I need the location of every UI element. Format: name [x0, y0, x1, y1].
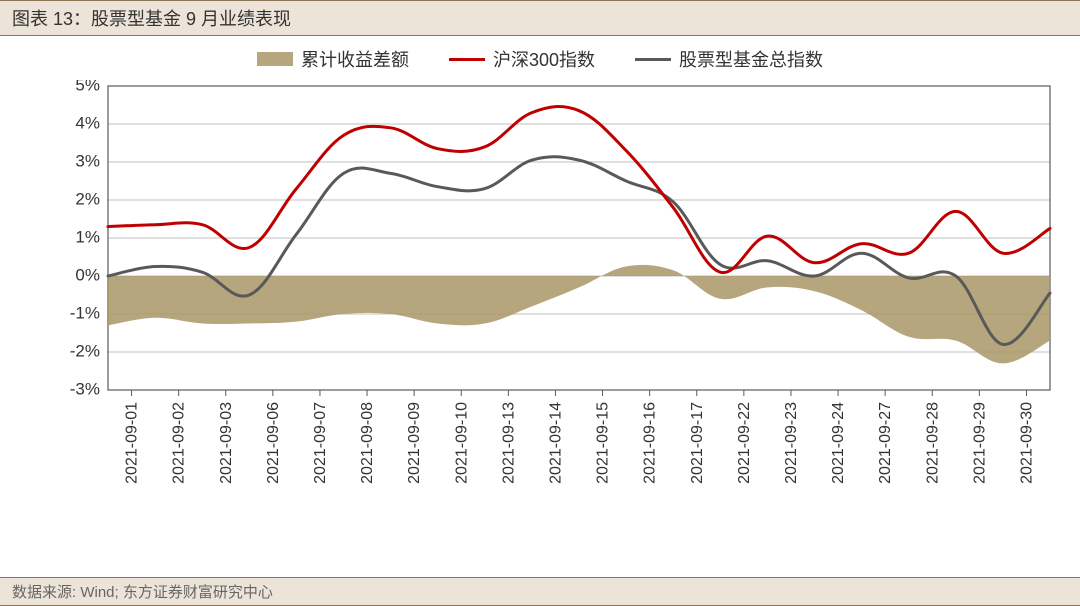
svg-text:2021-09-14: 2021-09-14 — [547, 402, 564, 484]
svg-text:2021-09-29: 2021-09-29 — [971, 402, 988, 484]
legend-item-area: 累计收益差额 — [257, 46, 409, 72]
svg-text:5%: 5% — [75, 80, 100, 94]
svg-text:2021-09-08: 2021-09-08 — [359, 402, 376, 484]
legend: 累计收益差额 沪深300指数 股票型基金总指数 — [0, 36, 1080, 76]
svg-text:2021-09-22: 2021-09-22 — [736, 402, 753, 484]
svg-text:2021-09-03: 2021-09-03 — [218, 402, 235, 484]
svg-text:1%: 1% — [75, 227, 100, 246]
chart-area: -3% -2% -1% 0% 1% 2% 3% 4% 5% 2021-09-01 2021-09-0… — [60, 80, 1060, 520]
data-source: 数据来源: Wind; 东方证券财富研究中心 — [0, 577, 1080, 606]
svg-text:3%: 3% — [75, 151, 100, 170]
svg-text:2021-09-02: 2021-09-02 — [171, 402, 188, 484]
legend-label-red: 沪深300指数 — [493, 46, 595, 72]
svg-text:2021-09-07: 2021-09-07 — [312, 402, 329, 484]
svg-text:2021-09-30: 2021-09-30 — [1018, 402, 1035, 484]
svg-text:2021-09-27: 2021-09-27 — [877, 402, 894, 484]
svg-text:2021-09-01: 2021-09-01 — [124, 402, 141, 484]
svg-text:2021-09-16: 2021-09-16 — [642, 402, 659, 484]
svg-text:4%: 4% — [75, 113, 100, 132]
legend-label-gray: 股票型基金总指数 — [679, 46, 823, 72]
svg-text:2021-09-28: 2021-09-28 — [924, 402, 941, 484]
svg-text:2021-09-24: 2021-09-24 — [830, 402, 847, 484]
legend-item-red: 沪深300指数 — [449, 46, 595, 72]
legend-swatch-red — [449, 58, 485, 61]
legend-swatch-gray — [635, 58, 671, 61]
svg-text:2%: 2% — [75, 189, 100, 208]
legend-item-gray: 股票型基金总指数 — [635, 46, 823, 72]
svg-text:2021-09-13: 2021-09-13 — [500, 402, 517, 484]
chart-title: 图表 13：股票型基金 9 月业绩表现 — [0, 0, 1080, 36]
svg-text:-3%: -3% — [70, 379, 100, 398]
svg-text:0%: 0% — [75, 265, 100, 284]
svg-text:2021-09-23: 2021-09-23 — [783, 402, 800, 484]
svg-text:2021-09-17: 2021-09-17 — [689, 402, 706, 484]
svg-text:2021-09-15: 2021-09-15 — [595, 402, 612, 484]
legend-swatch-area — [257, 52, 293, 66]
svg-text:-1%: -1% — [70, 303, 100, 322]
svg-text:2021-09-09: 2021-09-09 — [406, 402, 423, 484]
svg-text:-2%: -2% — [70, 341, 100, 360]
svg-text:2021-09-10: 2021-09-10 — [453, 402, 470, 484]
legend-label-area: 累计收益差额 — [301, 46, 409, 72]
svg-text:2021-09-06: 2021-09-06 — [265, 402, 282, 484]
